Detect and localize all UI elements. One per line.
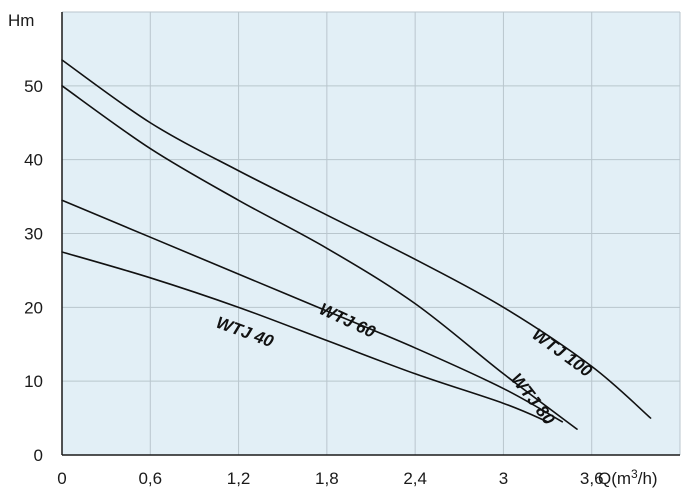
x-tick-label: 0: [57, 469, 66, 488]
x-tick-label: 0,6: [138, 469, 162, 488]
y-tick-label: 30: [24, 225, 43, 244]
x-tick-label: 1,8: [315, 469, 339, 488]
y-tick-label: 40: [24, 151, 43, 170]
curve-wtj-80: [61, 85, 578, 430]
curve-wtj-60: [61, 199, 564, 423]
y-axis-title: Hm: [8, 11, 34, 30]
y-tick-label: 50: [24, 77, 43, 96]
x-axis-title: Q(m3/h): [598, 467, 658, 488]
x-tick-label: 2,4: [403, 469, 427, 488]
curves: [61, 59, 652, 430]
y-tick-label: 0: [34, 446, 43, 465]
grid-lines: [62, 11, 681, 455]
curve-wtj-100: [61, 59, 652, 419]
x-tick-label: 3: [499, 469, 508, 488]
y-tick-label: 20: [24, 298, 43, 317]
axes: [61, 12, 680, 456]
x-tick-label: 3,6: [580, 469, 604, 488]
curve-wtj-40: [61, 251, 549, 423]
x-tick-label: 1,2: [227, 469, 251, 488]
tick-labels: 0 0,6 1,2 1,8 2,4 3 3,6 0 10 20 30 40 50: [24, 77, 603, 488]
y-tick-label: 10: [24, 372, 43, 391]
